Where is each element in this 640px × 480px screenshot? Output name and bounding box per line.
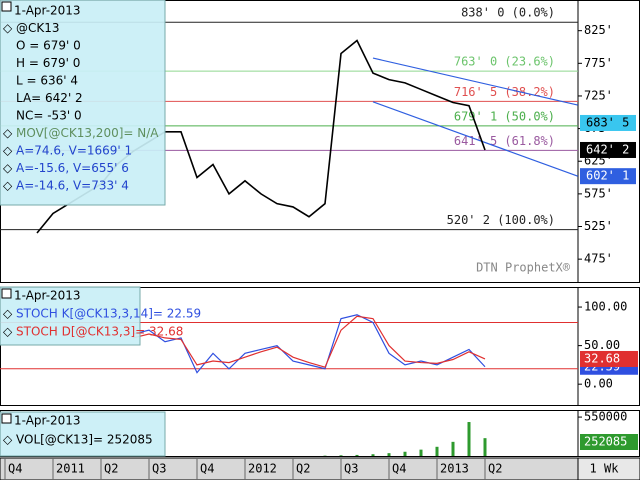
panel-date: 1-Apr-2013 xyxy=(14,289,81,303)
diamond: ◇ xyxy=(3,179,13,193)
x-tick-label: Q3 xyxy=(152,462,166,476)
x-tick-label: Q2 xyxy=(296,462,310,476)
last-value-label: 32.68 xyxy=(584,351,620,365)
y-tick-label: 825' xyxy=(584,23,613,37)
info-box xyxy=(0,0,166,206)
fib-label: 838' 0 (0.0%) xyxy=(461,6,555,20)
fib-label: 763' 0 (23.6%) xyxy=(454,55,555,69)
y-tick-label: 550000 xyxy=(584,410,627,424)
diamond: ◇ xyxy=(3,144,13,158)
legend-entry: STOCH K[@CK13,3,14]= 22.59 xyxy=(16,307,201,321)
price-box xyxy=(580,114,636,131)
info-text: 1-Apr-2013 xyxy=(14,4,81,18)
volume-bar xyxy=(387,453,391,456)
x-tick-label: 2013 xyxy=(440,462,469,476)
diamond: ◇ xyxy=(3,21,13,35)
x-tick-label: 2012 xyxy=(248,462,277,476)
y-tick-label: 475' xyxy=(584,252,613,266)
info-text: LA= 642' 2 xyxy=(16,91,83,105)
y-tick-label: 0.00 xyxy=(584,377,613,391)
volume-bar xyxy=(435,446,439,456)
date-axis xyxy=(0,457,640,480)
info-text: A=-14.6, V=733' 4 xyxy=(16,179,129,193)
info-box xyxy=(0,286,141,346)
volume-bar xyxy=(371,454,375,456)
panel-icon xyxy=(1,1,12,12)
x-tick-label: Q4 xyxy=(392,462,406,476)
y-tick-label: 575' xyxy=(584,186,613,200)
series-line xyxy=(132,315,486,368)
last-value-label: 252085 xyxy=(584,435,627,449)
diamond: ◇ xyxy=(3,433,13,447)
x-tick-label: 2011 xyxy=(56,462,85,476)
price-box xyxy=(580,168,636,185)
panel-icon xyxy=(1,413,12,424)
volume-bar xyxy=(451,441,455,456)
diamond: ◇ xyxy=(3,126,13,140)
x-tick-label: Q3 xyxy=(344,462,358,476)
info-text: H = 679' 0 xyxy=(16,56,80,70)
fib-label: 641' 5 (61.8%) xyxy=(454,134,555,148)
info-text: A=74.6, V=1669' 1 xyxy=(16,144,132,158)
info-text: MOV[@CK13,200]= N/A xyxy=(16,126,159,140)
period-label: 1 Wk xyxy=(590,462,620,476)
panel-icon xyxy=(1,288,12,299)
info-text: L = 636' 4 xyxy=(16,74,78,88)
panel-date: 1-Apr-2013 xyxy=(14,414,81,428)
channel-line xyxy=(372,57,578,106)
last-value-box xyxy=(580,434,638,450)
diamond: ◇ xyxy=(3,161,13,175)
x-tick-label: Q2 xyxy=(488,462,502,476)
channel-line xyxy=(372,101,579,177)
price-box-label: 642' 2 xyxy=(586,142,629,156)
volume-bar xyxy=(419,449,423,456)
x-tick-label: Q2 xyxy=(104,462,118,476)
volume-bar xyxy=(339,455,343,456)
last-value-box xyxy=(580,350,638,367)
info-text: A=-15.6, V=655' 6 xyxy=(16,161,129,175)
y-tick-label: 50.00 xyxy=(584,338,620,352)
volume-bar xyxy=(355,454,359,456)
diamond: ◇ xyxy=(3,325,13,339)
y-tick-label: 775' xyxy=(584,56,613,70)
watermark: DTN ProphetX® xyxy=(476,261,571,275)
info-text: O = 679' 0 xyxy=(16,39,81,53)
legend-entry: VOL[@CK13]= 252085 xyxy=(16,433,153,447)
fib-label: 716' 5 (38.2%) xyxy=(454,85,555,99)
y-tick-label: 525' xyxy=(584,219,613,233)
price-box xyxy=(580,141,636,158)
fib-label: 520' 2 (100.0%) xyxy=(447,213,555,227)
info-box xyxy=(0,411,166,457)
volume-bar xyxy=(403,451,407,456)
info-text: NC= -53' 0 xyxy=(16,109,82,123)
fib-label: 679' 1 (50.0%) xyxy=(454,109,555,123)
price-box-label: 602' 1 xyxy=(586,169,629,183)
volume-bar xyxy=(483,438,487,456)
info-text: @CK13 xyxy=(16,21,60,35)
y-tick-label: 725' xyxy=(584,88,613,102)
x-tick-label: Q4 xyxy=(200,462,214,476)
volume-bar xyxy=(467,422,471,456)
legend-entry: STOCH D[@CK13,3]= 32.68 xyxy=(16,325,183,339)
period-box xyxy=(577,457,640,480)
diamond: ◇ xyxy=(3,307,13,321)
price-box-label: 683' 5 xyxy=(586,115,629,129)
y-tick-label: 100.00 xyxy=(584,300,627,314)
x-tick-label: Q4 xyxy=(8,462,22,476)
